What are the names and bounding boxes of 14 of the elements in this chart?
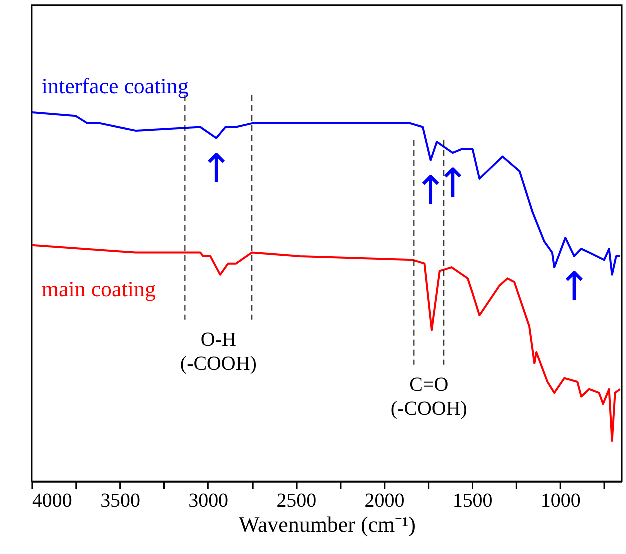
x-tick-label: 2500 [276,490,317,512]
series-label: interface coating [42,74,189,99]
x-tick-label: 2000 [364,490,405,512]
annotation: ↑ [200,146,234,192]
series-label: main coating [42,276,156,302]
x-axis-title: Wavenumber (cm⁻¹) [238,512,416,538]
x-tick-label: 1000 [540,490,581,512]
x-tick-label: 1500 [452,490,493,512]
x-tick-label: 4000 [32,490,72,512]
annotation: ↑ [558,264,592,310]
annotation: C=O (-COOH) [390,374,468,420]
x-tick-label: 3000 [188,490,229,512]
x-tick-label: 3500 [100,490,140,512]
annotation: O-H (-COOH) [180,328,257,375]
